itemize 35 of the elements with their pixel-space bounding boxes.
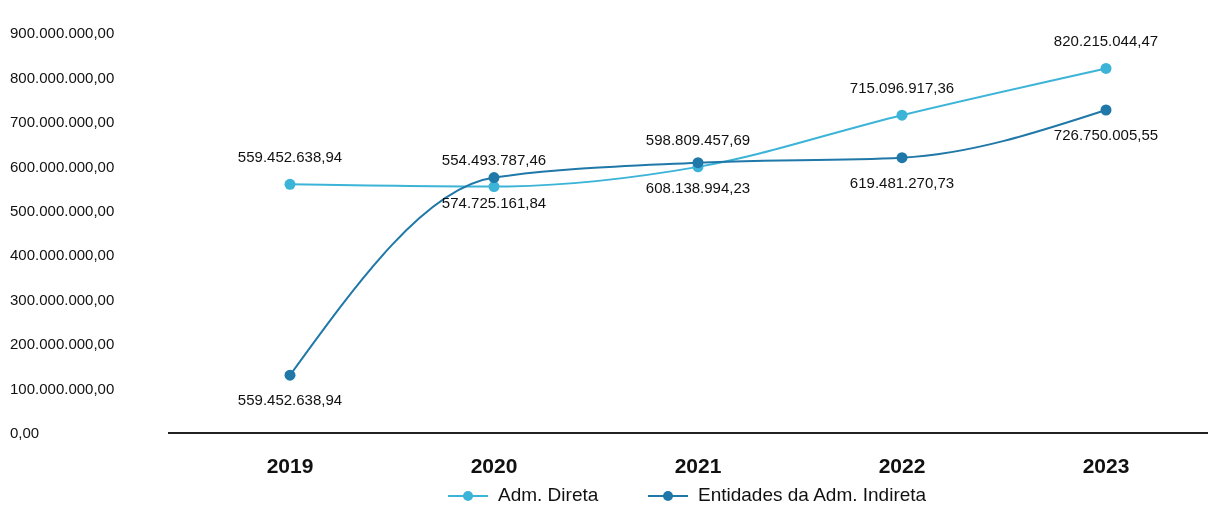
data-label: 574.725.161,84 [441, 193, 547, 211]
y-tick-label: 700.000.000,00 [10, 113, 115, 131]
x-tick-label: 2020 [470, 454, 518, 477]
annotation: 559.452.638,94 [237, 391, 343, 409]
legend-label: Adm. Direta [498, 484, 599, 505]
y-tick-label: 600.000.000,00 [10, 157, 115, 175]
y-tick-label: 500.000.000,00 [10, 202, 115, 220]
point [896, 109, 908, 121]
point [692, 157, 704, 169]
data-label: 608.138.994,23 [645, 178, 751, 196]
data-label: 726.750.005,55 [1053, 126, 1159, 143]
x-tick-label: 2023 [1082, 454, 1130, 477]
x-tick-label: 2019 [266, 454, 314, 477]
x-tick-label: 2022 [878, 454, 926, 477]
point [896, 152, 908, 164]
y-tick-label: 900.000.000,00 [10, 24, 115, 42]
y-tick-label: 0,00 [10, 424, 40, 442]
data-label: 715.096.917,36 [849, 79, 955, 97]
data-label: 559.452.638,94 [237, 148, 343, 166]
y-tick-label: 300.000.000,00 [10, 290, 115, 308]
x-tick-label: 2021 [674, 454, 722, 477]
point [284, 178, 296, 190]
point [1100, 62, 1112, 74]
point [488, 172, 500, 184]
legend-label: Entidades da Adm. Indireta [698, 484, 927, 505]
data-label: 820.215.044,47 [1053, 32, 1159, 50]
y-tick-label: 200.000.000,00 [10, 335, 115, 353]
data-label: 554.493.787,46 [441, 150, 547, 168]
y-tick-label: 100.000.000,00 [10, 379, 115, 397]
point [284, 369, 296, 381]
y-tick-label: 400.000.000,00 [10, 246, 115, 264]
data-label: 598.809.457,69 [645, 130, 751, 148]
point [1100, 104, 1112, 116]
data-label: 619.481.270,73 [849, 173, 955, 191]
y-tick-label: 800.000.000,00 [10, 68, 115, 86]
